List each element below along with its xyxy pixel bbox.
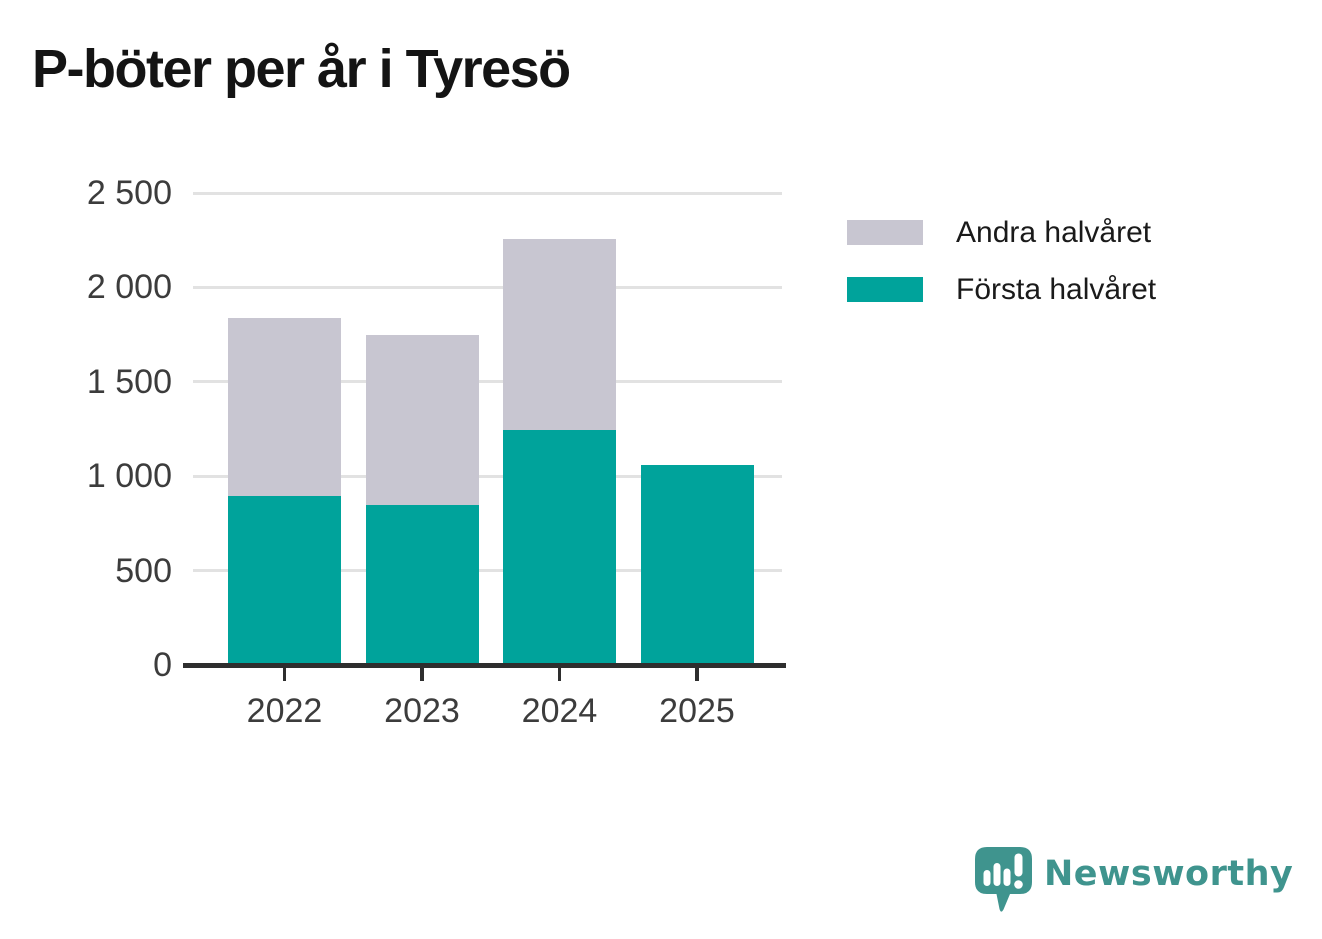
legend-swatch-first-half bbox=[847, 277, 923, 302]
bar-segment-2023-andra-halvaret bbox=[365, 334, 479, 505]
gridline-2000 bbox=[193, 285, 782, 289]
legend-item-forsta-halvaret: Första halvåret bbox=[847, 272, 1157, 306]
legend-swatch-second-half bbox=[847, 220, 923, 245]
chart-title: P-böter per år i Tyresö bbox=[32, 39, 571, 99]
legend-label: Första halvåret bbox=[956, 272, 1157, 306]
bar-segment-2024-forsta-halvaret bbox=[503, 429, 616, 665]
gridline-1000 bbox=[193, 474, 782, 478]
x-axis-tick-2022 bbox=[282, 667, 287, 681]
x-axis-tick-2023 bbox=[420, 667, 424, 681]
gridline-1500 bbox=[193, 380, 782, 384]
newsworthy-wordmark: Newsworthy bbox=[1044, 854, 1294, 894]
bar-segment-2025-forsta-halvaret bbox=[640, 464, 754, 665]
y-axis-tick-label: 500 bbox=[115, 551, 172, 590]
x-axis-tick-2024 bbox=[557, 667, 562, 681]
x-axis-tick-label: 2025 bbox=[659, 692, 735, 730]
y-axis-tick-label: 1 000 bbox=[86, 457, 172, 496]
gridline-500 bbox=[193, 569, 782, 573]
y-axis-tick-label: 0 bbox=[153, 646, 172, 684]
x-axis-tick-label: 2022 bbox=[246, 692, 323, 730]
y-axis-tick-label: 2 000 bbox=[86, 268, 172, 307]
x-axis-line bbox=[183, 663, 786, 668]
x-axis-tick-label: 2024 bbox=[521, 692, 598, 730]
bar-segment-2022-forsta-halvaret bbox=[228, 496, 341, 665]
newsworthy-logo: Newsworthy bbox=[975, 847, 1293, 913]
x-axis-tick-2025 bbox=[695, 667, 699, 681]
newsworthy-speech-bubble-icon bbox=[975, 847, 1032, 912]
bar-segment-2024-andra-halvaret bbox=[503, 239, 616, 430]
y-axis-tick-label: 1 500 bbox=[86, 362, 172, 401]
bar-segment-2023-forsta-halvaret bbox=[365, 504, 479, 665]
legend-label: Andra halvåret bbox=[956, 215, 1152, 249]
gridline-2500 bbox=[193, 191, 782, 195]
x-axis-tick-label: 2023 bbox=[384, 692, 460, 730]
legend-item-andra-halvaret: Andra halvåret bbox=[847, 215, 1156, 249]
legend: Andra halvåret Första halvåret bbox=[847, 215, 1157, 334]
bar-segment-2022-andra-halvaret bbox=[228, 317, 341, 496]
y-axis-tick-label: 2 500 bbox=[86, 174, 172, 212]
